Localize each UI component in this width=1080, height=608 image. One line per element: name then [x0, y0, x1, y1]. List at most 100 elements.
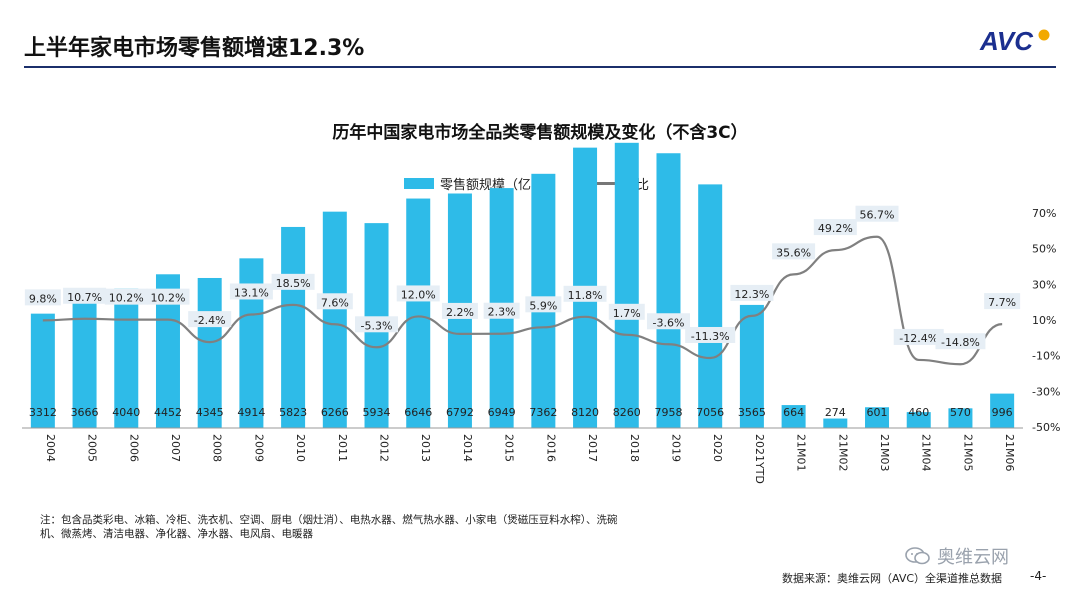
- bar-2013: [406, 198, 431, 428]
- x-tick-label: 2007: [169, 434, 182, 462]
- line-value-label: -5.3%: [361, 319, 393, 332]
- line-label-bg: [772, 243, 816, 260]
- bar-value-label: 8120: [571, 406, 599, 419]
- x-tick-label: 2008: [211, 434, 224, 462]
- bar-value-label: 3312: [29, 406, 57, 419]
- line-value-label: -12.4%: [899, 332, 938, 345]
- x-tick-label: 2021YTD: [753, 434, 766, 484]
- data-source: 数据来源：奥维云网（AVC）全渠道推总数据: [782, 572, 1003, 585]
- line-value-label: -14.8%: [941, 336, 980, 349]
- bar-value-label: 6646: [404, 406, 432, 419]
- y-right-tick-label: 30%: [1032, 278, 1056, 291]
- bar-2019: [656, 153, 681, 429]
- line-label-bg: [855, 205, 899, 222]
- line-label-bg: [146, 288, 190, 305]
- line-value-label: 35.6%: [776, 246, 811, 259]
- bar-21M05: [948, 408, 973, 428]
- line-label-bg: [984, 293, 1021, 310]
- x-tick-label: 2013: [419, 434, 432, 462]
- bar-21M02: [823, 418, 848, 428]
- x-tick-label: 2005: [86, 434, 99, 462]
- y-right-tick-label: -50%: [1032, 421, 1060, 434]
- line-label-bg: [441, 302, 478, 319]
- line-label-bg: [813, 219, 857, 236]
- line-value-label: 10.2%: [109, 292, 144, 305]
- x-tick-label: 2018: [628, 434, 641, 462]
- x-tick-label: 2019: [669, 434, 682, 462]
- line-value-label: 13.1%: [234, 286, 269, 299]
- x-tick-label: 21M05: [961, 434, 974, 472]
- bar-value-label: 4452: [154, 406, 182, 419]
- bar-2021YTD: [739, 304, 764, 428]
- line-value-label: -3.6%: [653, 316, 685, 329]
- x-tick-label: 2004: [44, 434, 57, 462]
- line-label-bg: [316, 293, 353, 310]
- footnote: 注：包含品类彩电、冰箱、冷柜、洗衣机、空调、厨电（烟灶消）、电热水器、燃气热水器…: [40, 514, 618, 540]
- bar-21M03: [865, 407, 890, 428]
- x-tick-label: 21M03: [878, 434, 891, 472]
- x-tick-label: 21M01: [795, 434, 808, 472]
- y-right-tick-label: -10%: [1032, 350, 1060, 363]
- line-label-bg: [483, 302, 520, 319]
- line-value-label: 2.2%: [446, 306, 474, 319]
- line-label-bg: [355, 316, 399, 333]
- bar-2010: [281, 226, 306, 428]
- bar-value-label: 8260: [613, 406, 641, 419]
- x-tick-label: 21M02: [836, 434, 849, 472]
- line-value-label: 10.2%: [151, 292, 186, 305]
- line-label-bg: [229, 283, 273, 300]
- line-value-label: 9.8%: [29, 292, 57, 305]
- line-value-label: -11.3%: [691, 330, 730, 343]
- avc-logo: AVC: [979, 26, 1050, 56]
- line-label-bg: [893, 328, 944, 345]
- bar-value-label: 460: [908, 406, 929, 419]
- bar-value-label: 3666: [71, 406, 99, 419]
- line-label-bg: [646, 313, 690, 330]
- bar-2008: [197, 277, 222, 428]
- line-label-bg: [685, 326, 736, 343]
- watermark-text: 奥维云网: [937, 547, 1009, 568]
- legend-bar-swatch: [404, 178, 434, 189]
- bar-value-label: 6792: [446, 406, 474, 419]
- bar-value-label: 5934: [363, 406, 391, 419]
- line-value-label: 18.5%: [276, 277, 311, 290]
- bar-2009: [239, 258, 264, 428]
- line-value-label: 10.7%: [67, 291, 102, 304]
- slide-title: 上半年家电市场零售额增速12.3%: [24, 36, 365, 61]
- logo-text: AVC: [979, 26, 1034, 56]
- bar-value-label: 3565: [738, 406, 766, 419]
- bar-2018: [614, 142, 639, 429]
- x-tick-label: 2016: [544, 434, 557, 462]
- yoy-line: [42, 235, 1003, 366]
- line-label-bg: [563, 285, 607, 302]
- line-value-label: 56.7%: [860, 209, 895, 222]
- x-tick-label: 2014: [461, 434, 474, 462]
- bar-line-chart: 3312 3666 4040 4452 4345 4914 5823 6266 5934 6646…: [22, 142, 1060, 484]
- line-value-label: 7.6%: [321, 296, 349, 309]
- bar-2005: [72, 301, 97, 428]
- bar-value-label: 601: [867, 406, 888, 419]
- bar-2004: [30, 313, 55, 428]
- bar-value-label: 274: [825, 406, 846, 419]
- line-value-label: 12.0%: [401, 288, 436, 301]
- line-value-label: 11.8%: [568, 289, 603, 302]
- line-label-bg: [525, 296, 562, 313]
- watermark: 奥维云网: [905, 543, 1009, 569]
- x-tick-label: 2017: [586, 434, 599, 462]
- bar-value-label: 664: [783, 406, 804, 419]
- x-tick-label: 2009: [252, 434, 265, 462]
- x-tick-label: 21M04: [920, 434, 933, 472]
- bar-2011: [322, 211, 347, 428]
- bar-value-label: 6266: [321, 406, 349, 419]
- bar-value-label: 4040: [112, 406, 140, 419]
- x-tick-label: 2010: [294, 434, 307, 462]
- line-label-bg: [730, 284, 774, 301]
- page-number: -4-: [1030, 569, 1047, 583]
- x-tick-label: 2020: [711, 434, 724, 462]
- line-label-bg: [63, 287, 107, 304]
- y-right-tick-label: -30%: [1032, 385, 1060, 398]
- line-label-bg: [24, 289, 61, 306]
- bar-value-label: 4914: [237, 406, 265, 419]
- bar-value-label: 7056: [696, 406, 724, 419]
- line-label-bg: [271, 273, 315, 290]
